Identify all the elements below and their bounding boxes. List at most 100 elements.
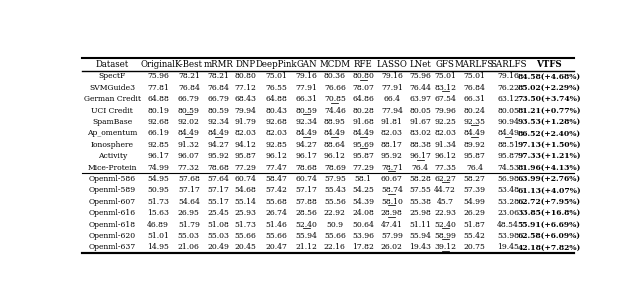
- Text: 55.94: 55.94: [296, 232, 317, 240]
- Text: 84.49: 84.49: [207, 129, 229, 137]
- Text: 54.95: 54.95: [147, 175, 169, 183]
- Text: 51.79: 51.79: [178, 221, 200, 229]
- Text: 55.03: 55.03: [207, 232, 229, 240]
- Text: 39.12: 39.12: [434, 243, 456, 251]
- Text: 66.4: 66.4: [383, 95, 401, 103]
- Text: 82.03: 82.03: [381, 129, 403, 137]
- Text: 60.67: 60.67: [381, 175, 403, 183]
- Text: 78.21: 78.21: [178, 73, 200, 80]
- Text: 51.87: 51.87: [463, 221, 485, 229]
- Text: Original: Original: [141, 60, 175, 69]
- Text: 96.17: 96.17: [296, 152, 317, 160]
- Text: 83.02: 83.02: [410, 129, 431, 137]
- Text: 84.49: 84.49: [463, 129, 485, 137]
- Text: 61.13(+4.07%): 61.13(+4.07%): [517, 187, 580, 194]
- Text: 48.54: 48.54: [497, 221, 519, 229]
- Text: 77.94: 77.94: [381, 107, 403, 115]
- Text: 76.55: 76.55: [265, 84, 287, 92]
- Text: LNet: LNet: [410, 60, 431, 69]
- Text: 54.64: 54.64: [178, 198, 200, 206]
- Text: 26.74: 26.74: [265, 209, 287, 217]
- Text: 57.99: 57.99: [381, 232, 403, 240]
- Text: 66.31: 66.31: [296, 95, 317, 103]
- Text: 78.68: 78.68: [207, 164, 229, 172]
- Text: 57.42: 57.42: [265, 187, 287, 194]
- Text: 76.84: 76.84: [178, 84, 200, 92]
- Text: 58.47: 58.47: [265, 175, 287, 183]
- Text: RFE: RFE: [354, 60, 372, 69]
- Text: 62.27: 62.27: [434, 175, 456, 183]
- Text: 51.08: 51.08: [207, 221, 229, 229]
- Text: 82.03: 82.03: [265, 129, 287, 137]
- Text: 79.16: 79.16: [497, 73, 519, 80]
- Text: 84.58(+4.68%): 84.58(+4.68%): [517, 73, 580, 80]
- Text: 73.50(+3.74%): 73.50(+3.74%): [517, 95, 580, 103]
- Text: 50.95: 50.95: [147, 187, 169, 194]
- Text: 58.74: 58.74: [381, 187, 403, 194]
- Text: 55.43: 55.43: [324, 187, 346, 194]
- Text: 57.17: 57.17: [296, 187, 317, 194]
- Text: 77.29: 77.29: [235, 164, 257, 172]
- Text: 57.95: 57.95: [324, 175, 346, 183]
- Text: 26.95: 26.95: [178, 209, 200, 217]
- Text: 22.93: 22.93: [434, 209, 456, 217]
- Text: 93.53(+1.28%): 93.53(+1.28%): [517, 118, 580, 126]
- Text: 54.99: 54.99: [463, 198, 485, 206]
- Text: 55.66: 55.66: [235, 232, 257, 240]
- Text: 94.12: 94.12: [235, 141, 257, 149]
- Text: 80.59: 80.59: [207, 107, 229, 115]
- Text: 58.1: 58.1: [355, 175, 372, 183]
- Text: 75.01: 75.01: [434, 73, 456, 80]
- Text: 88.95: 88.95: [324, 118, 346, 126]
- Text: 81.96(+4.13%): 81.96(+4.13%): [517, 164, 580, 172]
- Text: 55.94: 55.94: [410, 232, 431, 240]
- Text: 96.12: 96.12: [434, 152, 456, 160]
- Text: 91.79: 91.79: [235, 118, 257, 126]
- Text: 96.07: 96.07: [178, 152, 200, 160]
- Text: 42.18(+7.82%): 42.18(+7.82%): [517, 243, 580, 251]
- Text: 28.56: 28.56: [296, 209, 317, 217]
- Text: 82.03: 82.03: [434, 129, 456, 137]
- Text: 63.97: 63.97: [410, 95, 431, 103]
- Text: 84.49: 84.49: [353, 129, 374, 137]
- Text: 63.12: 63.12: [497, 95, 519, 103]
- Text: 78.71: 78.71: [381, 164, 403, 172]
- Text: 92.68: 92.68: [265, 118, 287, 126]
- Text: 55.14: 55.14: [235, 198, 257, 206]
- Text: 20.75: 20.75: [463, 243, 485, 251]
- Text: 55.17: 55.17: [207, 198, 229, 206]
- Text: 51.11: 51.11: [410, 221, 431, 229]
- Text: Openml-637: Openml-637: [88, 243, 136, 251]
- Text: 94.27: 94.27: [207, 141, 229, 149]
- Text: 75.96: 75.96: [147, 73, 169, 80]
- Text: 77.32: 77.32: [178, 164, 200, 172]
- Text: 97.13(+1.50%): 97.13(+1.50%): [517, 141, 580, 149]
- Text: 53.48: 53.48: [497, 187, 519, 194]
- Text: 88.64: 88.64: [324, 141, 346, 149]
- Text: 20.47: 20.47: [265, 243, 287, 251]
- Text: 51.73: 51.73: [235, 221, 257, 229]
- Text: 78.21: 78.21: [207, 73, 229, 80]
- Text: 94.27: 94.27: [296, 141, 317, 149]
- Text: 80.36: 80.36: [324, 73, 346, 80]
- Text: 95.87: 95.87: [497, 152, 519, 160]
- Text: 57.64: 57.64: [207, 175, 229, 183]
- Text: Openml-616: Openml-616: [88, 209, 136, 217]
- Text: 84.49: 84.49: [497, 129, 519, 137]
- Text: 19.43: 19.43: [410, 243, 431, 251]
- Text: 80.59: 80.59: [296, 107, 317, 115]
- Text: 23.06: 23.06: [497, 209, 519, 217]
- Text: 74.99: 74.99: [147, 164, 169, 172]
- Text: 77.81: 77.81: [147, 84, 169, 92]
- Text: GAN: GAN: [296, 60, 317, 69]
- Text: 96.12: 96.12: [265, 152, 287, 160]
- Text: German Credit: German Credit: [84, 95, 141, 103]
- Text: 53.98: 53.98: [497, 232, 519, 240]
- Text: 25.93: 25.93: [235, 209, 257, 217]
- Text: 80.80: 80.80: [353, 73, 374, 80]
- Text: 57.68: 57.68: [178, 175, 200, 183]
- Text: 62.72(+7.95%): 62.72(+7.95%): [517, 198, 580, 206]
- Text: 57.88: 57.88: [296, 198, 317, 206]
- Text: 95.92: 95.92: [381, 152, 403, 160]
- Text: 51.01: 51.01: [147, 232, 169, 240]
